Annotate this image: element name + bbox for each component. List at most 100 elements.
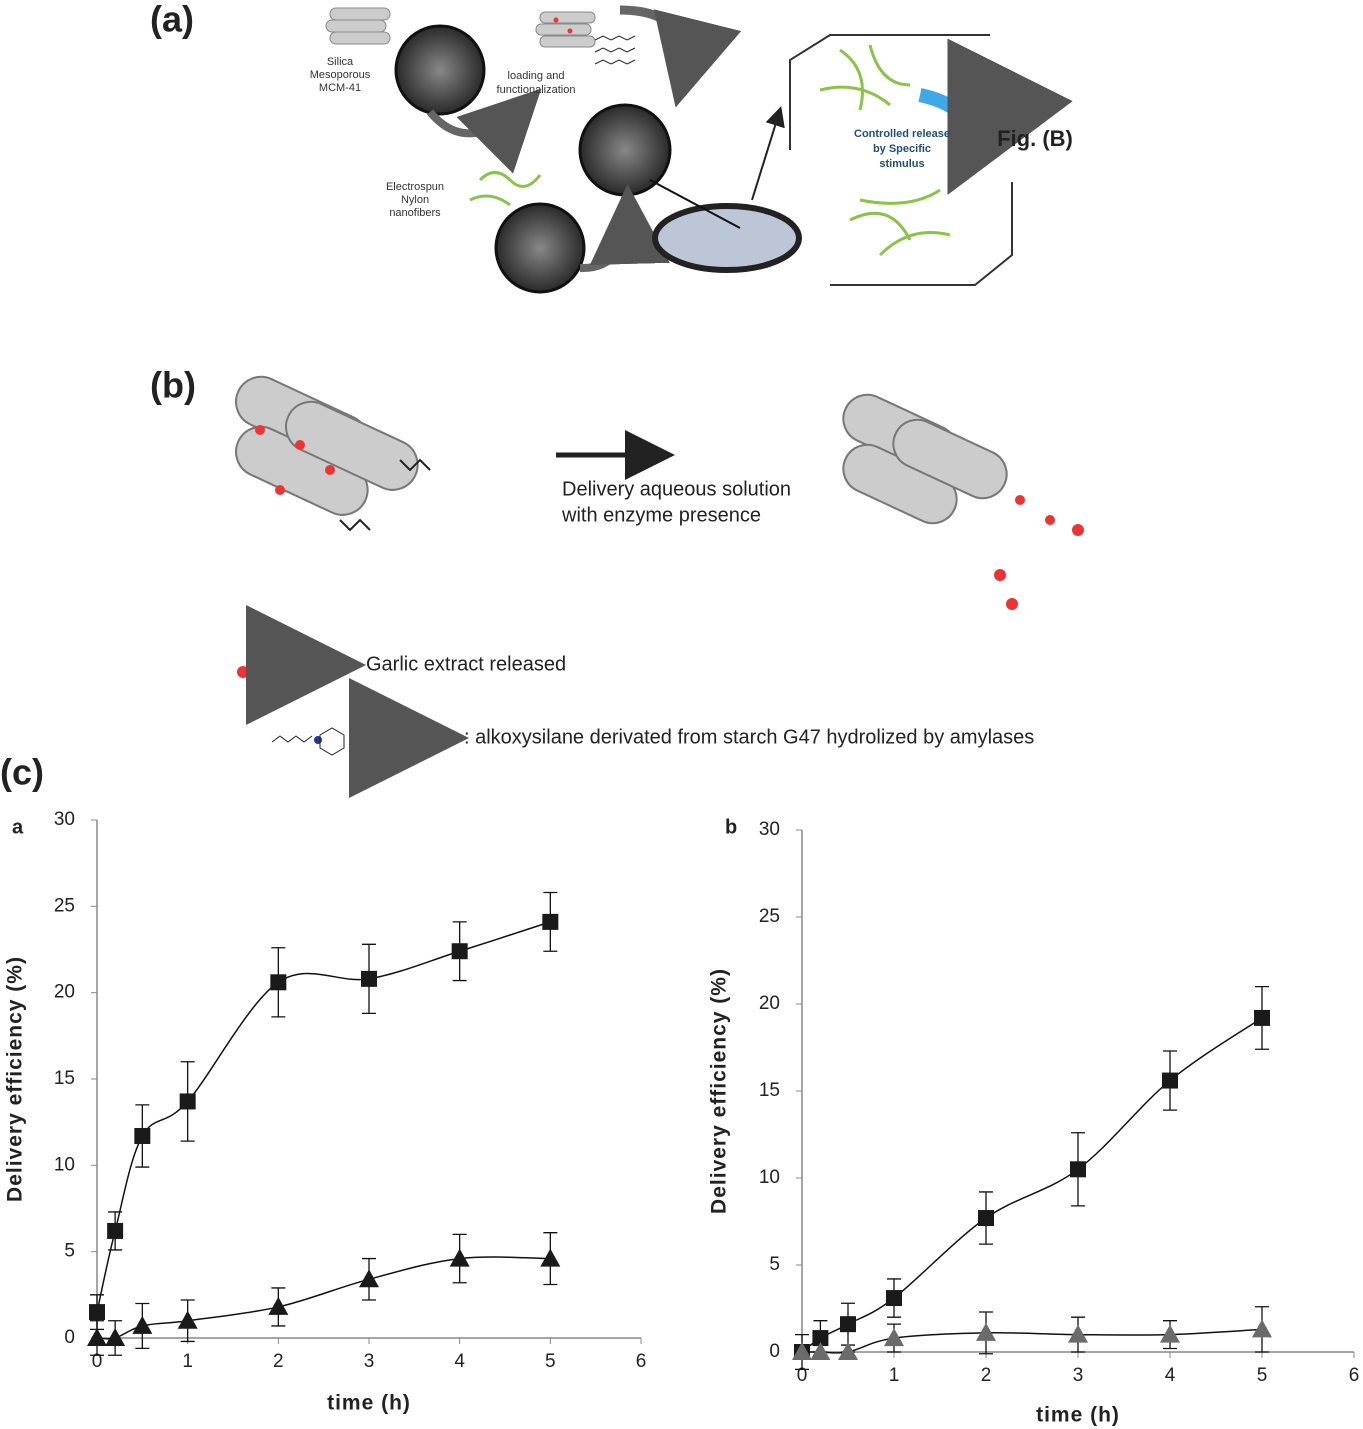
frame <box>789 34 990 150</box>
label: Electrospun <box>386 181 444 193</box>
square-marker <box>840 1316 856 1333</box>
y-tick-label: 10 <box>759 1167 780 1188</box>
label: nanofibers <box>389 207 441 219</box>
x-tick-label: 2 <box>273 1351 284 1372</box>
x-tick-label: 0 <box>92 1351 103 1372</box>
x-tick-label: 0 <box>797 1365 808 1386</box>
x-axis-label: time (h) <box>1036 1404 1120 1427</box>
square-marker <box>107 1222 124 1239</box>
label: Fig. (B) <box>997 126 1073 151</box>
sem-image <box>578 103 672 197</box>
square-marker <box>886 1290 902 1307</box>
square-marker <box>978 1210 994 1227</box>
chart-title: a <box>12 816 24 838</box>
x-tick-label: 4 <box>454 1351 465 1372</box>
panel-label: (c) <box>0 752 44 793</box>
chart: b 0 5 10 15 20 25 30 0 1 2 3 4 5 6 Delivery efficiency … <box>708 816 1360 1426</box>
legend-text: Garlic extract released <box>366 653 566 675</box>
x-tick-label: 1 <box>182 1351 193 1372</box>
square-marker <box>134 1127 151 1144</box>
y-axis-label: Delivery efficiency (%) <box>4 956 27 1202</box>
square-marker <box>1162 1072 1178 1089</box>
triangle-marker <box>87 1328 107 1346</box>
triangle-marker <box>792 1342 812 1360</box>
pointer <box>649 179 741 229</box>
triangle-marker <box>884 1328 904 1347</box>
triangle-marker <box>359 1269 379 1288</box>
x-tick-label: 5 <box>1257 1365 1268 1386</box>
mcm-bundle <box>325 7 391 45</box>
label: Nylon <box>401 194 429 206</box>
triangle-marker <box>268 1296 289 1315</box>
triangle-marker <box>1252 1319 1272 1338</box>
label: Mesoporous <box>310 69 371 81</box>
y-tick-label: 5 <box>64 1241 75 1262</box>
label: stimulus <box>879 158 924 170</box>
square-marker <box>1254 1009 1270 1026</box>
label: loading and <box>508 70 565 82</box>
mcm-bundle-loaded <box>235 375 431 532</box>
x-tick-label: 1 <box>889 1365 900 1386</box>
label: Delivery aqueous solution <box>562 478 791 500</box>
x-tick-label: 3 <box>1073 1365 1084 1386</box>
square-marker <box>451 943 468 960</box>
square-marker <box>812 1330 829 1347</box>
triangle-marker <box>1160 1324 1180 1343</box>
fit-curve <box>801 1328 1263 1354</box>
legend-text: : alkoxysilane derivated from starch G47… <box>464 726 1034 748</box>
square-marker <box>1070 1161 1086 1178</box>
sem-image <box>494 202 586 294</box>
square-marker <box>542 913 559 930</box>
y-tick-label: 25 <box>759 906 780 927</box>
triangle-marker <box>1068 1324 1088 1343</box>
triangle-marker <box>976 1322 996 1341</box>
triangle-marker <box>132 1315 153 1334</box>
y-tick-label: 30 <box>54 809 75 830</box>
alkoxysilane-icon <box>271 722 375 756</box>
garlic-icon <box>237 649 283 678</box>
label: functionalization <box>497 84 576 96</box>
fit-curve <box>801 1017 1263 1353</box>
fit-curve <box>96 1256 551 1340</box>
y-axis-label: Delivery efficiency (%) <box>708 968 731 1214</box>
label: MCM-41 <box>319 82 361 94</box>
chart-title: b <box>725 816 737 838</box>
nanofiber <box>469 171 542 207</box>
arrow <box>619 5 742 108</box>
y-tick-label: 10 <box>54 1154 75 1175</box>
arrow <box>426 88 542 174</box>
triangle-marker <box>177 1310 198 1329</box>
triangle-marker <box>540 1248 561 1267</box>
nanofiber <box>819 44 911 111</box>
nanofiber <box>849 188 951 257</box>
y-tick-label: 20 <box>54 982 75 1003</box>
mcm-bundle-released <box>842 393 1084 610</box>
y-tick-label: 25 <box>54 895 75 916</box>
x-tick-label: 3 <box>364 1351 375 1372</box>
triangle-marker <box>838 1342 858 1360</box>
x-tick-label: 6 <box>1349 1365 1360 1386</box>
y-tick-label: 5 <box>769 1254 780 1275</box>
arrow <box>579 184 670 273</box>
panel-label: (a) <box>150 0 194 40</box>
x-tick-label: 6 <box>636 1351 647 1372</box>
x-tick-label: 5 <box>545 1351 556 1372</box>
square-marker <box>89 1304 105 1321</box>
label: by Specific <box>873 143 931 155</box>
x-tick-label: 4 <box>1165 1365 1176 1386</box>
x-axis-label: time (h) <box>327 1392 411 1415</box>
triangle-marker <box>449 1248 470 1267</box>
square-marker <box>361 970 377 987</box>
triangle-marker <box>105 1328 126 1346</box>
fit-curve <box>96 921 551 1313</box>
label: Silica <box>327 56 354 68</box>
chart: a 0 5 10 15 20 25 30 0 1 2 3 4 5 6 Delivery efficiency … <box>4 809 647 1415</box>
square-marker <box>179 1093 196 1110</box>
loaded-bundle <box>535 11 636 65</box>
sem-image <box>394 24 486 116</box>
y-tick-label: 30 <box>759 819 780 840</box>
label: Controlled release <box>854 128 950 140</box>
pointer <box>751 106 785 201</box>
y-tick-label: 15 <box>54 1068 75 1089</box>
